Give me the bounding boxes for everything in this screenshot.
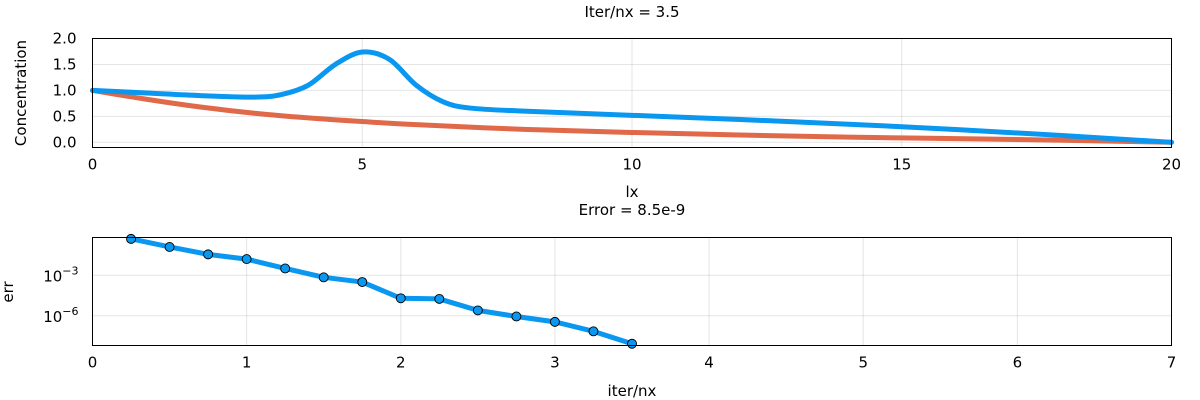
bottom-plot-title: Error = 8.5e-9 [579,201,686,219]
bottom-x-tick-label: 0 [88,354,98,372]
bottom-series-point [511,311,522,322]
bottom-x-tick-labels: 0 1 2 3 4 5 6 7 [88,354,1177,372]
top-y-tick-label: 1.0 [53,81,77,99]
top-x-tick-label: 20 [1162,156,1181,174]
top-x-axis-label: lx [625,183,638,201]
bottom-x-tick-label: 7 [1167,354,1177,372]
top-x-tick-label: 5 [357,156,367,174]
bottom-series-point [126,233,136,244]
top-series-line-0 [90,49,1174,145]
top-series-layer [90,49,1174,145]
top-y-tick-label: 1.5 [53,55,77,73]
bottom-x-tick-label: 6 [1013,354,1023,372]
top-subplot: Iter/nx = 3.5 0 5 10 15 20 0.0 0.5 1.0 1.5 2.0 l… [12,3,1181,201]
bottom-series-layer [126,233,637,349]
top-x-tick-label: 15 [892,156,911,174]
bottom-series-point [357,277,368,288]
bottom-series-line-0 [128,236,635,347]
bottom-series-point [280,263,291,274]
top-y-tick-labels: 0.0 0.5 1.0 1.5 2.0 [53,30,77,152]
top-plot-frame [92,38,1172,148]
bottom-x-tick-label: 2 [396,354,406,372]
bottom-y-tick-base: 10 [43,308,62,326]
bottom-series-point [318,272,329,283]
bottom-y-axis-label: err [0,281,17,303]
bottom-series-point [472,305,483,316]
top-y-axis-label: Concentration [12,40,30,146]
bottom-x-tick-label: 4 [704,354,714,372]
bottom-series-point [549,316,560,327]
top-x-tick-label: 10 [622,156,641,174]
bottom-x-tick-label: 1 [242,354,252,372]
top-plot-title: Iter/nx = 3.5 [584,3,679,21]
top-series-line-1 [90,87,1174,145]
top-y-tick-label: 0.0 [53,133,77,151]
bottom-series-point [203,249,214,260]
top-x-tick-label: 0 [88,156,98,174]
bottom-series-point [164,241,175,252]
bottom-plot-frame [92,237,1172,346]
top-x-tick-labels: 0 5 10 15 20 [88,156,1181,174]
bottom-y-tick-base: 10 [43,267,62,285]
bottom-y-tick-labels: 10−310−6 [43,264,78,326]
bottom-series-point [588,326,599,337]
bottom-series-point [241,254,252,265]
top-y-tick-label: 0.5 [53,107,77,125]
bottom-series-point [434,293,445,304]
bottom-x-tick-label: 3 [550,354,560,372]
bottom-y-tick-exponent: −3 [62,264,78,277]
bottom-x-tick-label: 5 [858,354,868,372]
bottom-x-axis-label: iter/nx [608,382,657,400]
top-y-tick-label: 2.0 [53,30,77,48]
bottom-series-point [395,293,406,304]
bottom-y-tick-exponent: −6 [62,305,78,318]
bottom-grid [92,237,1172,346]
bottom-y-tick-label: 10−3 [43,264,78,285]
bottom-y-tick-label: 10−6 [43,305,78,326]
bottom-series-point [627,338,637,349]
